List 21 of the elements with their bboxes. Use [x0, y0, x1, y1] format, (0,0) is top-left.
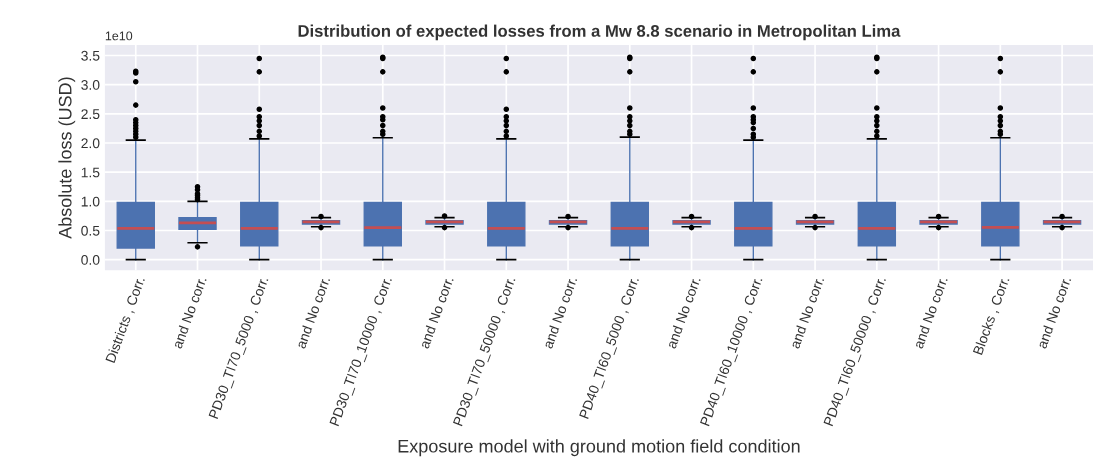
y-axis-title: Absolute loss (USD): [58, 77, 76, 239]
y-tick-label: 3.5: [81, 50, 100, 61]
x-tick-label: and No corr.: [1036, 276, 1072, 350]
x-tick-label: and No corr.: [542, 276, 578, 350]
x-axis-title: Exposure model with ground motion field condition: [398, 439, 800, 457]
x-tick-label: and No corr.: [418, 276, 454, 350]
x-tick-label: and No corr.: [912, 276, 948, 350]
chart-title: Distribution of expected losses from a Mw 8.8 scenario in Metropolitan Lima: [298, 24, 901, 41]
y-tick-label: 0.5: [81, 225, 100, 236]
x-tick-label: and No corr.: [665, 276, 701, 350]
x-tick-label: and No corr.: [295, 276, 331, 350]
text: 1e10: [105, 31, 133, 41]
y-tick-label: 3.0: [81, 80, 100, 90]
y-tick-label: 0.0: [81, 255, 100, 265]
x-tick-label: and No corr.: [789, 276, 825, 350]
x-tick-label: Blocks , Corr.: [972, 276, 1012, 356]
x-tick-label: and No corr.: [171, 276, 207, 350]
y-tick-label: 2.5: [81, 109, 100, 120]
y-tick-label: 1.0: [81, 196, 100, 207]
y-tick-label: 2.0: [81, 138, 100, 149]
y-tick-label: 1.5: [81, 167, 100, 178]
